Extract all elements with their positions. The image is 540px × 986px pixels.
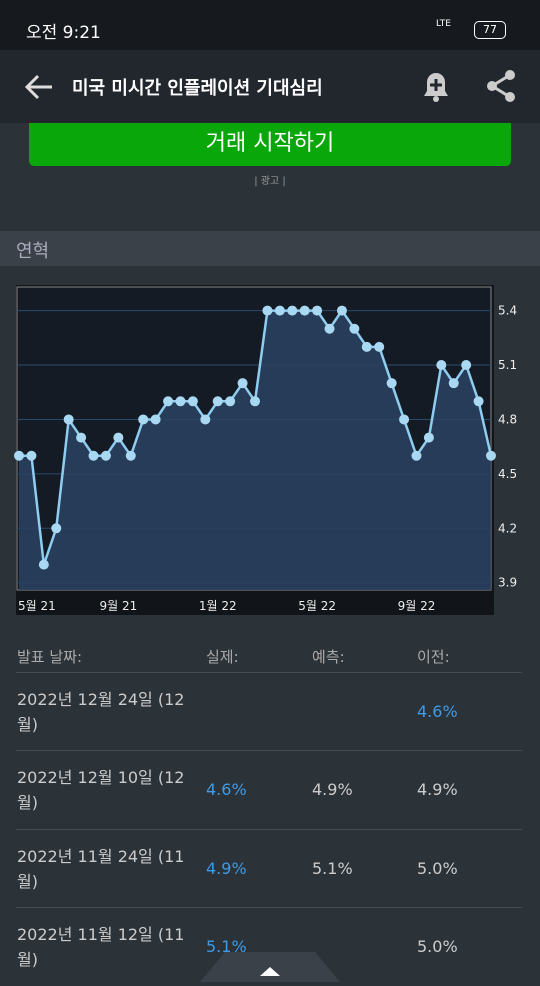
section-bar: 연혁 bbox=[0, 231, 540, 266]
y-tick-label: 4.8 bbox=[498, 412, 517, 426]
point bbox=[38, 559, 49, 570]
point bbox=[237, 378, 248, 389]
release-date: 2022년 12월 24일 (12월) bbox=[17, 690, 185, 734]
point bbox=[113, 432, 124, 443]
point bbox=[411, 450, 422, 461]
column-header: 발표 날짜: bbox=[17, 648, 83, 666]
point bbox=[448, 378, 459, 389]
forecast-value: 4.9% bbox=[312, 780, 353, 799]
point bbox=[63, 414, 74, 425]
point bbox=[88, 450, 99, 461]
actual-value: 4.9% bbox=[206, 859, 247, 878]
point bbox=[187, 396, 198, 407]
x-tick-label: 9월 22 bbox=[398, 599, 436, 613]
point bbox=[212, 396, 223, 407]
x-tick-label: 5월 22 bbox=[298, 599, 336, 613]
point bbox=[423, 432, 434, 443]
column-header: 실제: bbox=[206, 648, 239, 666]
point bbox=[125, 450, 136, 461]
point bbox=[299, 305, 310, 316]
previous-value: 5.0% bbox=[417, 859, 458, 878]
y-tick-label: 5.1 bbox=[498, 358, 517, 372]
y-tick-label: 4.2 bbox=[498, 521, 517, 535]
expand-tab[interactable] bbox=[200, 952, 340, 982]
area bbox=[19, 310, 491, 590]
table-row[interactable]: 2022년 12월 24일 (12월) 4.6% bbox=[16, 672, 522, 751]
point bbox=[461, 360, 472, 371]
point bbox=[51, 523, 62, 534]
point bbox=[274, 305, 285, 316]
table-row[interactable]: 2022년 11월 12일 (11월) 5.1% 5.0% bbox=[16, 907, 522, 986]
release-date: 2022년 12월 10일 (12월) bbox=[17, 768, 185, 812]
back-button[interactable] bbox=[22, 70, 56, 104]
point bbox=[14, 450, 24, 461]
time: 오전 9:21 bbox=[26, 23, 101, 43]
share-button[interactable] bbox=[484, 68, 520, 104]
table-row[interactable]: 2022년 11월 24일 (11월) 4.9% 5.1% 5.0% bbox=[16, 829, 522, 908]
point bbox=[26, 450, 37, 461]
point bbox=[163, 396, 174, 407]
previous-value: 4.9% bbox=[417, 780, 458, 799]
release-date: 2022년 11월 24일 (11월) bbox=[17, 847, 185, 891]
point bbox=[262, 305, 273, 316]
point bbox=[200, 414, 211, 425]
release-date: 2022년 11월 12일 (11월) bbox=[17, 925, 185, 969]
alert-button[interactable] bbox=[418, 68, 454, 104]
ad-label: | 광고 | bbox=[254, 176, 286, 187]
point bbox=[436, 360, 447, 371]
point bbox=[473, 396, 484, 407]
point bbox=[399, 414, 410, 425]
y-tick-label: 5.4 bbox=[498, 304, 517, 318]
point bbox=[386, 378, 397, 389]
point bbox=[349, 323, 360, 334]
x-tick-label: 9월 21 bbox=[99, 599, 137, 613]
point bbox=[225, 396, 236, 407]
point bbox=[250, 396, 260, 407]
actual-value: 4.6% bbox=[206, 780, 247, 799]
point bbox=[312, 305, 323, 316]
forecast-value: 5.1% bbox=[312, 859, 353, 878]
table-row[interactable]: 2022년 12월 10일 (12월) 4.6% 4.9% 4.9% bbox=[16, 750, 522, 829]
point bbox=[374, 341, 385, 352]
y-tick-label: 3.9 bbox=[498, 576, 517, 590]
network: LTE bbox=[436, 19, 451, 29]
point bbox=[138, 414, 149, 425]
app-header: 미국 미시간 인플레이션 기대심리 bbox=[0, 50, 540, 123]
actual-value: 5.1% bbox=[206, 937, 247, 956]
column-header: 이전: bbox=[417, 648, 450, 666]
point bbox=[486, 450, 496, 461]
previous-value: 5.0% bbox=[417, 937, 458, 956]
point bbox=[76, 432, 87, 443]
y-tick-label: 4.5 bbox=[498, 467, 517, 481]
section-title: 연혁 bbox=[16, 241, 50, 262]
previous-value: 4.6% bbox=[417, 702, 458, 721]
point bbox=[100, 450, 111, 461]
point bbox=[361, 341, 372, 352]
point bbox=[324, 323, 335, 334]
point bbox=[150, 414, 161, 425]
title: 미국 미시간 인플레이션 기대심리 bbox=[72, 78, 323, 99]
point bbox=[175, 396, 186, 407]
chart: 3.9 4.2 4.5 4.8 5.1 5.4 5월 21 9월 21 1월 22 5월 22 9월… bbox=[14, 285, 517, 615]
point bbox=[336, 305, 347, 316]
trade-button[interactable]: 거래 시작하기 bbox=[29, 123, 511, 166]
status-bar: 오전 9:21 LTE 77 bbox=[0, 0, 540, 50]
column-header: 예측: bbox=[312, 648, 345, 666]
battery: 77 bbox=[474, 21, 506, 39]
x-tick-label: 1월 22 bbox=[199, 599, 237, 613]
x-tick-label: 5월 21 bbox=[18, 599, 56, 613]
point bbox=[287, 305, 298, 316]
